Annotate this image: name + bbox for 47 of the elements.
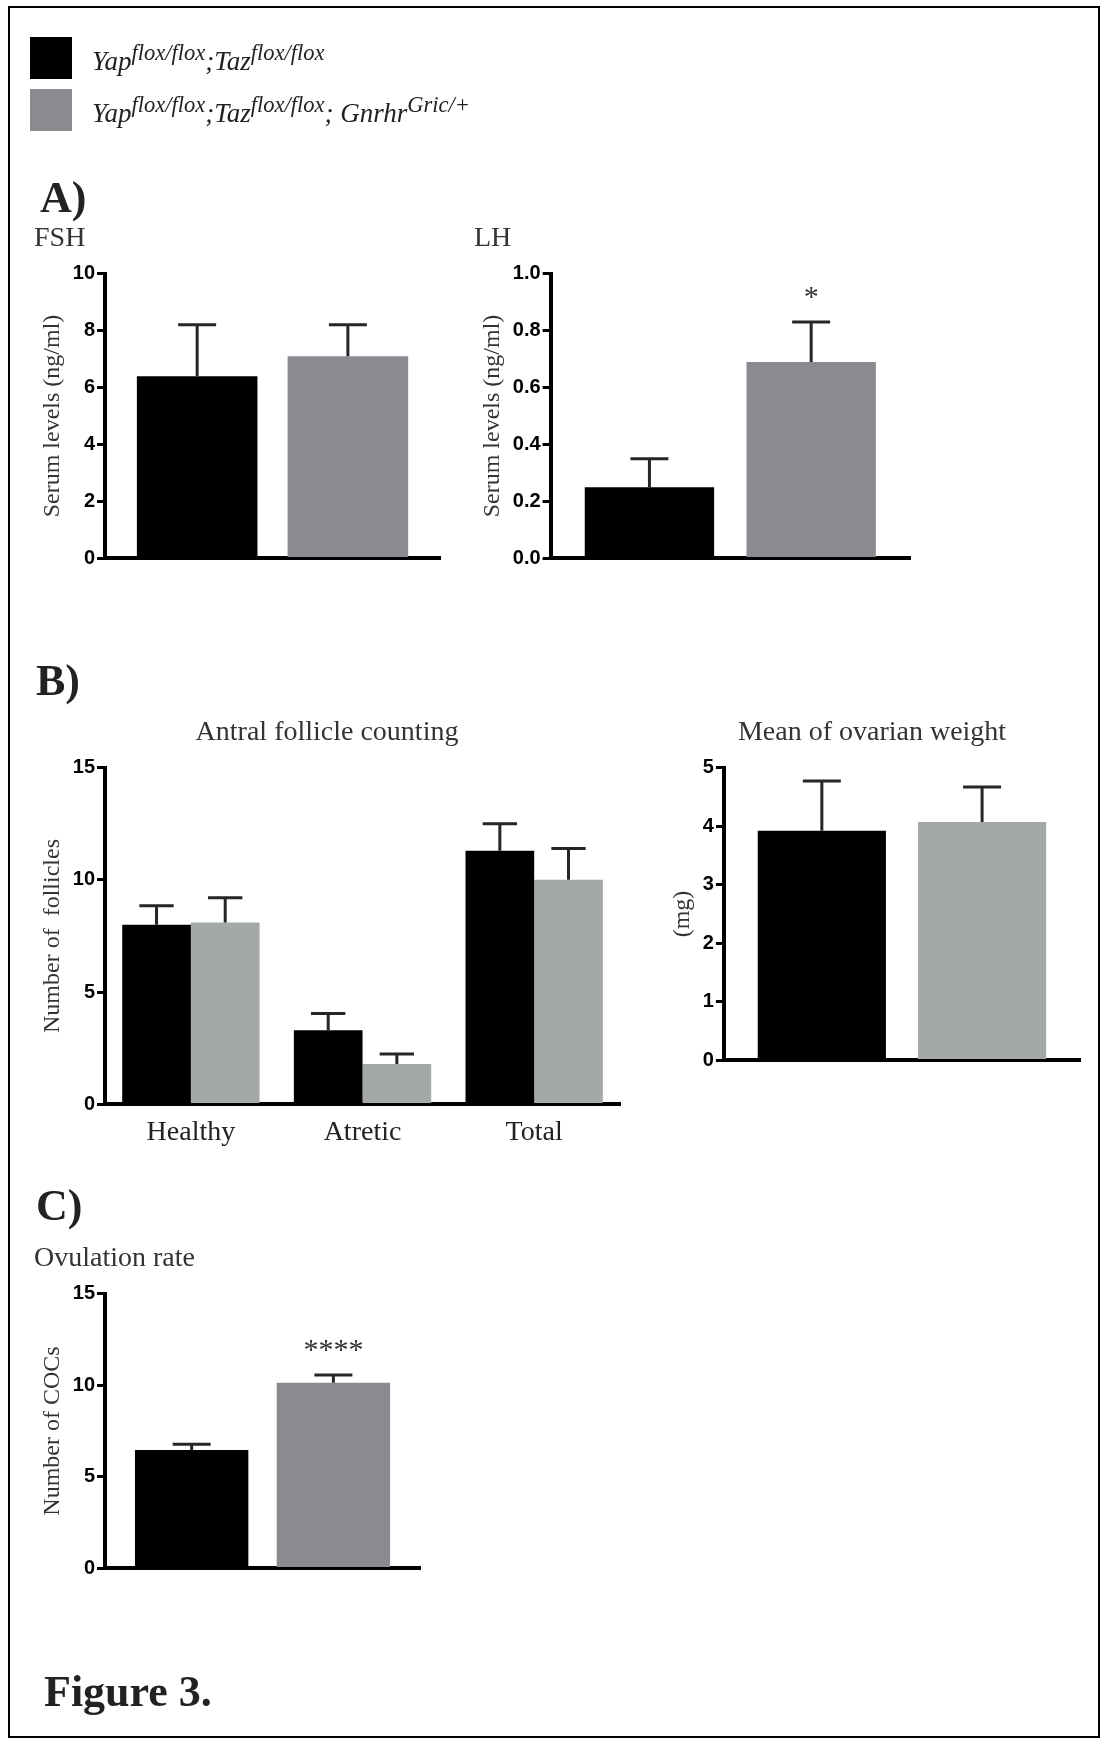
- chart-title: FSH: [34, 221, 86, 253]
- y-tick-label: 5: [83, 1464, 96, 1487]
- chart-title: Antral follicle counting: [195, 715, 459, 747]
- y-tick-label: 0.2: [512, 488, 541, 511]
- y-tick-label: 15: [72, 1281, 96, 1304]
- chart-title: Ovulation rate: [34, 1241, 195, 1273]
- y-axis-title: Serum levels (ng/ml): [37, 314, 64, 518]
- text: B): [36, 655, 80, 706]
- y-tick-label: 0: [83, 1091, 96, 1114]
- x-tick-label: Total: [505, 1114, 563, 1146]
- y-tick-label: 2: [83, 488, 96, 511]
- y-tick-label: 10: [72, 1372, 96, 1395]
- y-tick-label: 5: [702, 755, 714, 778]
- y-tick-label: 0: [83, 545, 96, 568]
- text: C): [36, 1180, 83, 1231]
- y-tick-label: 15: [72, 755, 96, 778]
- annotation: *: [803, 278, 819, 312]
- y-tick-label: 4: [83, 432, 96, 454]
- y-tick-label: 3: [702, 872, 714, 895]
- y-tick-label: 4: [702, 813, 715, 836]
- y-tick-label: 8: [83, 318, 96, 341]
- y-tick-label: 6: [83, 375, 96, 398]
- text: A): [40, 172, 87, 223]
- y-tick-label: 10: [72, 867, 96, 890]
- y-tick-label: 0.0: [512, 545, 541, 568]
- legend-label: Yap$^{flox/flox}$;Taz$^{flox/flox}$; Gnrhr$^{Gric/+}$: [92, 91, 471, 129]
- y-tick-label: 1.0: [512, 261, 541, 284]
- y-tick-label: 10: [72, 261, 96, 284]
- y-axis-title: (mg): [667, 890, 694, 938]
- y-tick-label: 0.8: [512, 318, 541, 341]
- y-tick-label: 0: [83, 1555, 96, 1578]
- y-axis-title: Serum levels (ng/ml): [477, 314, 504, 518]
- legend-label: Yap$^{flox/flox}$;Taz$^{flox/flox}$: [92, 39, 325, 77]
- y-tick-label: 0.6: [512, 375, 541, 398]
- chart-title: LH: [474, 221, 512, 253]
- x-tick-label: Healthy: [146, 1114, 236, 1146]
- x-tick-label: Atretic: [323, 1114, 402, 1146]
- y-tick-label: 0.4: [512, 432, 542, 454]
- annotation: ****: [303, 1332, 364, 1365]
- chart-title: Mean of ovarian weight: [737, 715, 1007, 747]
- y-tick-label: 1: [702, 989, 714, 1012]
- y-tick-label: 0: [702, 1047, 714, 1070]
- y-axis-title: Number of follicles: [37, 839, 64, 1033]
- y-tick-label: 5: [83, 979, 96, 1002]
- y-tick-label: 2: [702, 930, 714, 953]
- y-axis-title: Number of COCs: [37, 1346, 64, 1516]
- caption: Figure 3.: [44, 1666, 212, 1717]
